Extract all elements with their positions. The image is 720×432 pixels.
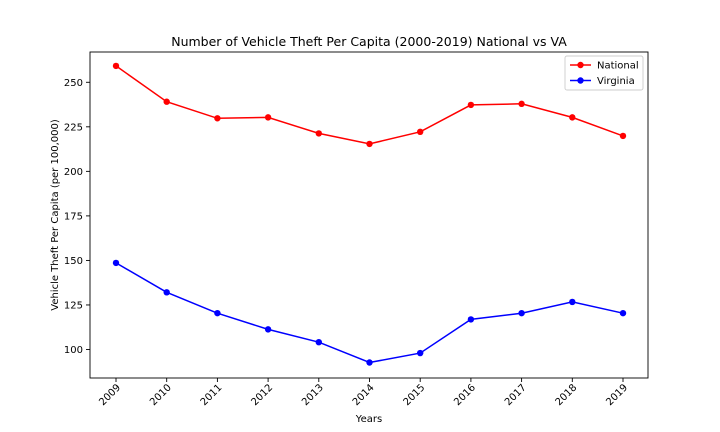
data-point-virginia — [163, 289, 170, 296]
data-point-national — [417, 128, 424, 136]
data-point-virginia — [619, 309, 627, 317]
x-tick-label: 2017 — [503, 382, 529, 408]
data-point-national — [518, 100, 525, 108]
data-point-national — [569, 114, 576, 121]
y-tick-label: 200 — [64, 167, 83, 178]
data-point-virginia — [264, 326, 272, 333]
x-axis-label: Years — [355, 414, 382, 425]
x-axis: 2009 2010 2011 2012 2013 2014 2015 2016 2017 2018… — [97, 378, 630, 408]
legend-label-national: National — [597, 61, 639, 72]
x-tick-label: 2010 — [148, 382, 174, 408]
y-tick-label: 100 — [64, 345, 83, 356]
x-tick-label: 2012 — [249, 382, 275, 408]
x-tick-label: 2011 — [199, 382, 225, 408]
y-tick-label: 150 — [64, 256, 83, 267]
y-tick-label: 250 — [64, 78, 83, 89]
y-axis: 100 125 150 175 200 225 250 — [64, 78, 90, 356]
data-point-national — [163, 98, 170, 105]
plot-area — [89, 51, 649, 379]
data-point-virginia — [569, 298, 576, 306]
data-point-virginia — [315, 338, 322, 346]
x-tick-label: 2009 — [97, 382, 123, 408]
data-point-virginia — [112, 259, 120, 267]
data-point-virginia — [417, 349, 424, 357]
data-point-national — [467, 101, 475, 109]
x-tick-label: 2013 — [300, 382, 326, 408]
y-tick-label: 125 — [64, 300, 83, 311]
data-point-national — [264, 114, 272, 121]
data-point-national — [315, 130, 322, 137]
y-axis-label: Vehicle Theft Per Capita (per 100,000) — [50, 119, 61, 311]
data-point-national — [619, 132, 627, 140]
legend: National Virginia — [564, 55, 644, 91]
legend-swatch-marker-virginia — [577, 77, 584, 84]
data-point-virginia — [366, 359, 373, 366]
data-point-virginia — [518, 309, 525, 317]
y-tick-label: 225 — [64, 122, 83, 133]
data-point-national — [366, 140, 373, 148]
x-tick-label: 2019 — [604, 382, 630, 408]
series-layer — [112, 62, 627, 366]
x-tick-label: 2015 — [402, 382, 428, 408]
data-point-national — [112, 62, 120, 70]
x-tick-label: 2018 — [554, 382, 580, 408]
data-point-national — [214, 115, 221, 122]
data-point-virginia — [467, 316, 475, 323]
chart-title: Number of Vehicle Theft Per Capita (2000… — [171, 34, 567, 49]
legend-label-virginia: Virginia — [597, 76, 635, 87]
plot-frame — [89, 51, 649, 379]
legend-swatch-marker-national — [577, 61, 584, 69]
y-tick-label: 175 — [64, 211, 83, 222]
x-tick-label: 2016 — [452, 382, 478, 408]
series-line-national — [115, 65, 624, 145]
data-point-virginia — [214, 309, 221, 317]
x-tick-label: 2014 — [351, 382, 377, 408]
series-line-virginia — [115, 262, 624, 364]
